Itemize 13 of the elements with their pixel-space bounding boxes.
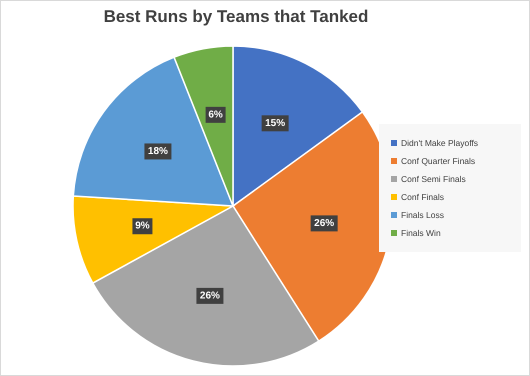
data-label: 6%: [208, 109, 223, 120]
data-label: 26%: [200, 290, 220, 302]
legend-label: Conf Semi Finals: [400, 173, 467, 186]
data-label: 15%: [265, 118, 286, 129]
legend-label: Finals Win: [400, 227, 442, 240]
legend-label: Finals Loss: [400, 209, 445, 222]
legend-label: Didn't Make Playoffs: [400, 137, 480, 150]
data-label: 18%: [148, 146, 168, 157]
data-label: 26%: [314, 218, 334, 229]
legend-label: Conf Quarter Finals: [400, 155, 476, 168]
chart-title: Best Runs by Teams that Tanked: [102, 7, 370, 27]
data-label: 9%: [135, 220, 150, 232]
legend-label: Conf Finals: [400, 191, 445, 204]
